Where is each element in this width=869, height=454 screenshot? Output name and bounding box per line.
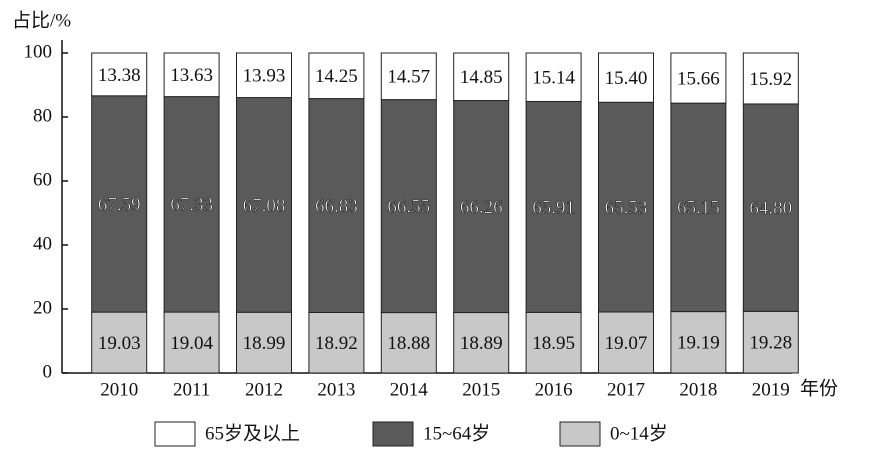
bar-segment (236, 97, 292, 313)
bar-segment (525, 52, 582, 102)
data-label: 66.55 (387, 196, 430, 217)
legend-label: 15~64岁 (423, 422, 490, 444)
data-label: 67.59 (98, 194, 141, 215)
data-label: 64.80 (749, 198, 792, 219)
y-tick-label: 80 (33, 105, 52, 126)
data-label: 19.19 (677, 333, 720, 354)
data-label: 15.66 (677, 68, 720, 89)
data-label: 18.95 (532, 333, 575, 354)
bar-segment (308, 98, 365, 313)
bar-segment (598, 101, 654, 313)
data-label: 65.15 (677, 198, 720, 219)
data-label: 65.91 (532, 197, 575, 218)
bar-segment (236, 52, 292, 99)
data-label: 14.57 (387, 67, 430, 88)
y-tick-label: 60 (33, 169, 52, 190)
bar-segment (525, 100, 582, 313)
data-label: 18.99 (243, 333, 286, 354)
data-label: 19.04 (170, 333, 213, 354)
y-tick-label: 0 (43, 361, 53, 382)
data-label: 19.28 (749, 333, 792, 354)
data-label: 65.53 (605, 197, 648, 218)
bar-segment (742, 103, 799, 312)
data-label: 66.83 (315, 196, 358, 217)
data-label: 19.07 (605, 333, 648, 354)
data-label: 15.92 (749, 69, 792, 90)
data-label: 13.63 (170, 65, 213, 86)
y-axis-label: 占比/% (12, 9, 71, 31)
x-tick-label: 2013 (317, 379, 355, 400)
bar-segment (308, 52, 365, 100)
x-tick-label: 2018 (679, 379, 717, 400)
bar-segment (91, 95, 148, 313)
bar-segment (308, 311, 365, 374)
data-label: 19.03 (98, 333, 141, 354)
bar-segment (163, 52, 220, 98)
x-tick-label: 2015 (462, 379, 500, 400)
x-tick-label: 2016 (535, 379, 573, 400)
data-label: 18.89 (460, 333, 503, 354)
x-tick-label: 2019 (752, 379, 790, 400)
y-tick-label: 40 (33, 233, 52, 254)
x-axis-label: 年份 (800, 377, 838, 399)
bar-segment (380, 52, 437, 101)
bar-segment (380, 312, 437, 374)
legend-label: 65岁及以上 (205, 422, 300, 444)
legend-swatch (372, 421, 414, 447)
x-tick-label: 2010 (100, 379, 138, 400)
data-label: 14.25 (315, 66, 358, 87)
data-label: 13.38 (98, 65, 141, 86)
bar-segment (742, 52, 799, 105)
data-label: 18.92 (315, 333, 358, 354)
x-tick-label: 2012 (245, 379, 283, 400)
bar-segment (163, 96, 220, 313)
x-tick-label: 2017 (607, 379, 645, 400)
data-label: 66.26 (460, 197, 503, 218)
data-label: 14.85 (460, 67, 503, 88)
data-label: 13.93 (243, 66, 286, 87)
x-tick-label: 2014 (390, 379, 429, 400)
data-label: 18.88 (387, 333, 430, 354)
y-tick-label: 100 (24, 41, 53, 62)
bar-segment (453, 52, 510, 102)
bar-segment (91, 52, 148, 97)
legend-swatch (154, 421, 196, 447)
data-label: 67.08 (243, 195, 286, 216)
bar-segment (163, 311, 220, 374)
legend-label: 0~14岁 (610, 422, 668, 444)
bar-segment (91, 311, 148, 374)
data-label: 67.33 (170, 195, 213, 216)
bar-segment (453, 100, 510, 314)
bar-segment (670, 311, 727, 374)
bar-segment (525, 311, 582, 374)
x-tick-label: 2011 (173, 379, 210, 400)
y-tick-label: 20 (33, 297, 52, 318)
data-label: 15.40 (605, 68, 648, 89)
bar-segment (742, 310, 799, 374)
legend-swatch (559, 421, 601, 447)
bar-segment (598, 52, 654, 103)
bar-segment (670, 52, 727, 104)
bar-segment (670, 102, 727, 313)
data-label: 15.14 (532, 68, 575, 89)
